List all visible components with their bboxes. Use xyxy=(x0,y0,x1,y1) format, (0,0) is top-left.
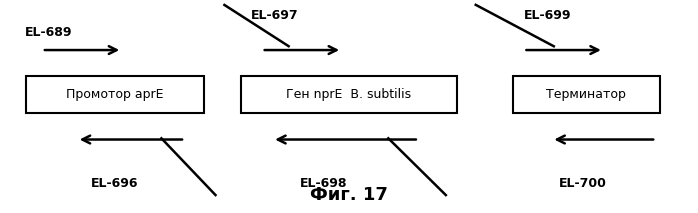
Bar xyxy=(241,76,457,113)
Text: EL-700: EL-700 xyxy=(558,177,607,190)
Text: Промотор aprE: Промотор aprE xyxy=(66,88,164,101)
Bar xyxy=(27,76,205,113)
Text: EL-689: EL-689 xyxy=(24,26,72,39)
Text: EL-699: EL-699 xyxy=(524,9,571,22)
Text: Ген nprE  B. subtilis: Ген nprE B. subtilis xyxy=(286,88,412,101)
Text: Фиг. 17: Фиг. 17 xyxy=(310,186,388,204)
Text: EL-696: EL-696 xyxy=(91,177,138,190)
Bar xyxy=(513,76,660,113)
Text: Терминатор: Терминатор xyxy=(547,88,626,101)
Text: EL-698: EL-698 xyxy=(300,177,348,190)
Text: EL-697: EL-697 xyxy=(251,9,299,22)
